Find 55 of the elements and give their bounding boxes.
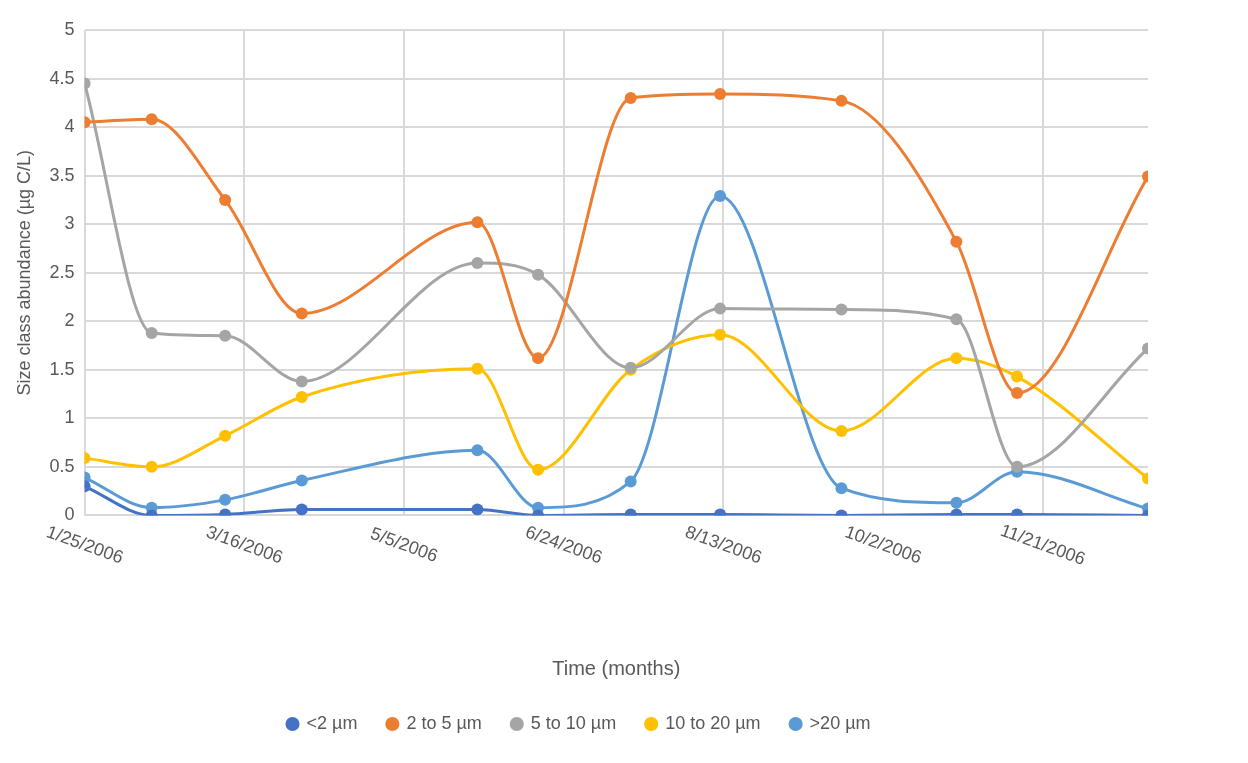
y-tick-label: 5 [64, 18, 75, 39]
point [471, 444, 484, 457]
point [950, 313, 963, 326]
point [714, 88, 727, 101]
point [835, 424, 848, 437]
y-tick-label: 4.5 [49, 67, 75, 88]
point [835, 482, 848, 495]
point [219, 493, 232, 506]
point [219, 193, 232, 206]
y-tick-label: 0 [64, 504, 75, 525]
point [295, 307, 308, 320]
point [624, 91, 637, 104]
legend-label: 10 to 20 µm [665, 712, 761, 733]
point [471, 216, 484, 229]
point [1011, 460, 1024, 473]
point [532, 463, 545, 476]
point [714, 328, 727, 341]
point [835, 94, 848, 107]
x-axis-title: Time (months) [552, 656, 681, 679]
point [624, 475, 637, 488]
y-tick-label: 2.5 [49, 261, 75, 282]
point [532, 352, 545, 365]
legend-label: 2 to 5 µm [406, 712, 482, 733]
y-tick-label: 3 [64, 213, 75, 234]
y-tick-label: 1.5 [49, 358, 75, 379]
point [145, 460, 158, 473]
point [295, 390, 308, 403]
point [295, 375, 308, 388]
point [714, 190, 727, 203]
point [295, 503, 308, 516]
point [1011, 370, 1024, 383]
point [950, 496, 963, 509]
point [471, 256, 484, 269]
point [950, 235, 963, 248]
legend-label: 5 to 10 µm [530, 712, 617, 733]
point [471, 503, 484, 516]
point [219, 429, 232, 442]
y-tick-label: 4 [64, 116, 75, 137]
point [219, 329, 232, 342]
y-tick-label: 1 [64, 407, 75, 428]
point [1011, 387, 1024, 400]
point [145, 326, 158, 339]
point [532, 268, 545, 281]
y-axis-title: Size class abundance (µg C/L) [13, 149, 34, 396]
y-tick-label: 2 [64, 310, 75, 331]
point [145, 113, 158, 126]
legend-label: <2 µm [306, 712, 358, 733]
point [295, 474, 308, 487]
point [714, 302, 727, 315]
y-tick-label: 3.5 [49, 164, 75, 185]
legend-label: >20 µm [809, 712, 871, 733]
y-tick-label: 0.5 [49, 455, 75, 476]
point [950, 352, 963, 365]
point [835, 303, 848, 316]
point [471, 362, 484, 375]
